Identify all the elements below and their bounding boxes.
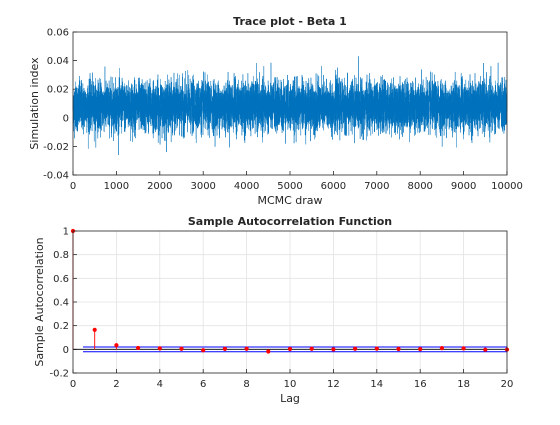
acf-y-tick-label: -0.2 — [49, 369, 69, 380]
trace-x-ticks: 0 1000 2000 3000 4000 5000 6000 7000 8000 9000 100… — [70, 171, 523, 192]
acf-x-tick-label: 10 — [284, 379, 297, 390]
acf-stem-marker — [201, 348, 206, 353]
acf-x-tick-label: 14 — [370, 379, 383, 390]
acf-stem-marker — [287, 346, 293, 352]
acf-y-tick-label: 0.4 — [53, 298, 69, 309]
acf-x-tick-label: 8 — [243, 379, 249, 390]
trace-x-tick-label: 2000 — [147, 181, 172, 192]
trace-plot-title: Trace plot - Beta 1 — [233, 15, 347, 28]
trace-y-tick-label: 0.04 — [47, 56, 69, 67]
trace-y-axis-label: Simulation index — [28, 57, 41, 150]
acf-stem-marker — [461, 346, 466, 351]
acf-stem-marker — [157, 346, 162, 351]
trace-x-tick-label: 9000 — [451, 181, 476, 192]
acf-y-axis-label: Sample Autocorrelation — [33, 237, 46, 366]
trace-x-tick-label: 5000 — [277, 181, 302, 192]
acf-stem-marker — [309, 346, 314, 351]
acf-stem-marker — [418, 346, 423, 352]
acf-stem-marker — [353, 346, 358, 351]
trace-series — [72, 56, 508, 155]
acf-x-tick-label: 4 — [157, 379, 163, 390]
acf-plot-title: Sample Autocorrelation Function — [188, 215, 392, 228]
acf-x-tick-label: 18 — [457, 379, 470, 390]
trace-x-tick-label: 3000 — [190, 181, 215, 192]
trace-x-axis-label: MCMC draw — [257, 194, 322, 207]
acf-y-tick-label: 0.8 — [53, 250, 69, 261]
acf-x-tick-label: 0 — [70, 379, 76, 390]
trace-plot-frame — [72, 31, 508, 176]
acf-stem-marker — [114, 343, 119, 348]
acf-x-axis-label: Lag — [280, 392, 300, 405]
trace-line — [72, 56, 508, 155]
trace-x-tick-label: 6000 — [321, 181, 346, 192]
acf-x-tick-label: 12 — [327, 379, 340, 390]
trace-y-tick-label: -0.04 — [43, 171, 69, 182]
acf-plot-frame — [72, 230, 508, 374]
trace-y-tick-label: -0.02 — [43, 142, 69, 153]
trace-x-tick-label: 10000 — [491, 181, 523, 192]
acf-x-ticks: 0 2 4 6 8 10 12 14 16 18 20 — [70, 369, 514, 390]
acf-stem-marker — [331, 347, 336, 352]
trace-x-tick-label: 1000 — [104, 181, 129, 192]
acf-y-tick-label: 1 — [63, 227, 69, 238]
acf-stem-marker — [244, 346, 249, 351]
trace-plot-axes: Trace plot - Beta 1 -0.04 -0.02 0 0.02 0.04 0… — [28, 15, 523, 207]
trace-x-tick-label: 4000 — [234, 181, 259, 192]
acf-x-tick-label: 16 — [414, 379, 427, 390]
acf-stem-marker — [396, 346, 401, 352]
trace-y-tick-label: 0.02 — [47, 85, 69, 96]
acf-x-tick-label: 6 — [200, 379, 206, 390]
acf-stem-marker — [266, 349, 271, 354]
acf-plot-axes: Sample Autocorrelation Function -0.200.2… — [33, 215, 513, 405]
acf-stem-marker — [92, 327, 97, 332]
acf-y-tick-label: 0.2 — [53, 321, 69, 332]
trace-y-ticks: -0.04 -0.02 0 0.02 0.04 0.06 — [43, 28, 77, 182]
acf-y-tick-label: 0.6 — [53, 274, 69, 285]
acf-stem-marker — [439, 346, 445, 351]
trace-y-tick-label: 0 — [63, 113, 69, 124]
acf-stem-marker — [222, 346, 227, 351]
trace-x-tick-label: 7000 — [364, 181, 389, 192]
acf-stem-marker — [483, 347, 488, 352]
acf-x-tick-label: 2 — [113, 379, 119, 390]
acf-stem-marker — [136, 345, 141, 351]
acf-stem-marker — [374, 346, 379, 351]
trace-y-tick-label: 0.06 — [47, 28, 69, 39]
trace-x-tick-label: 8000 — [407, 181, 432, 192]
trace-x-tick-label: 0 — [70, 181, 76, 192]
acf-x-tick-label: 20 — [501, 379, 514, 390]
acf-y-tick-label: 0 — [63, 345, 69, 356]
acf-stem-marker — [179, 346, 184, 351]
